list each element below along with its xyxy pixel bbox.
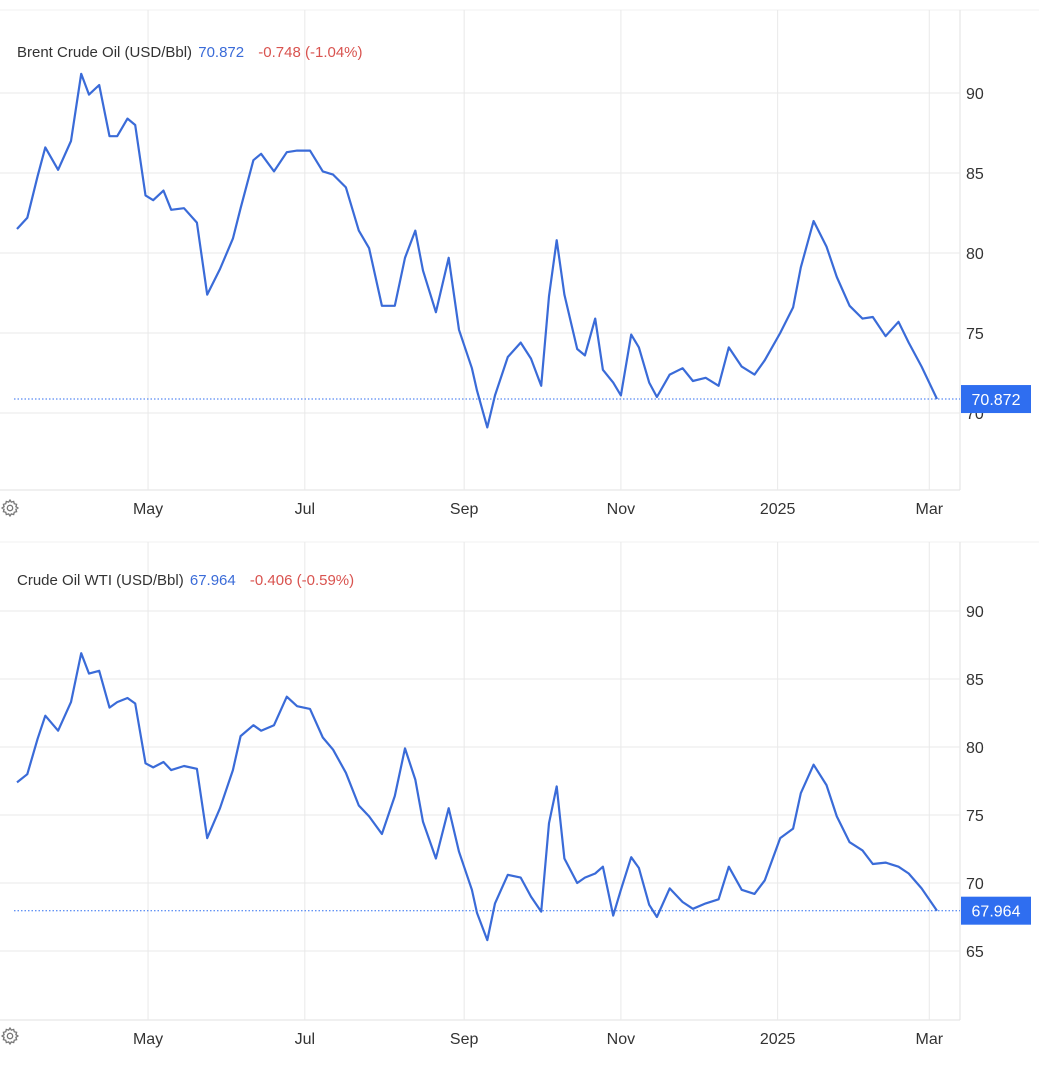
legend-last-value: 70.872 — [198, 44, 245, 61]
y-tick-label: 65 — [966, 944, 984, 961]
series-line — [16, 652, 938, 942]
brent-chart-panel: 90 85 80 75 70 May Jul Sep Nov 2025 Mar 70.872 Bren… — [0, 0, 1039, 522]
y-tick-label: 70 — [966, 876, 984, 893]
x-tick-label: Mar — [916, 501, 944, 518]
gear-icon[interactable] — [0, 498, 20, 518]
x-tick-label: Sep — [450, 1031, 479, 1048]
last-value-badge — [961, 385, 1031, 414]
x-tick-label: May — [133, 1031, 163, 1048]
chart-legend: Brent Crude Oil (USD/Bbl) 70.872 -0.748 … — [17, 44, 363, 61]
wti-chart-panel: 90 85 80 75 70 65 May Jul Sep Nov 2025 Mar 67.964 Cr… — [0, 532, 1039, 1054]
gear-icon[interactable] — [0, 1026, 20, 1046]
x-tick-label: Nov — [607, 1031, 635, 1048]
y-tick-label: 80 — [966, 246, 984, 263]
x-tick-label: Jul — [295, 501, 315, 518]
chart-legend: Crude Oil WTI (USD/Bbl) 67.964 -0.406 (-… — [17, 572, 354, 589]
y-tick-label: 75 — [966, 326, 984, 343]
series-line — [16, 72, 938, 429]
y-tick-label: 85 — [966, 166, 984, 183]
last-value-badge — [961, 896, 1031, 925]
last-value-badge-text: 70.872 — [972, 392, 1021, 409]
x-tick-label: Nov — [607, 501, 635, 518]
legend-name: Crude Oil WTI (USD/Bbl) — [17, 572, 184, 589]
x-tick-label: Sep — [450, 501, 479, 518]
legend-change: -0.748 (-1.04%) — [258, 44, 363, 61]
legend-last-value: 67.964 — [189, 572, 236, 589]
x-tick-label: May — [133, 501, 163, 518]
x-tick-label: 2025 — [760, 501, 796, 518]
x-tick-label: Mar — [916, 1031, 944, 1048]
legend-change: -0.406 (-0.59%) — [249, 572, 355, 589]
x-tick-label: 2025 — [760, 1031, 796, 1048]
last-value-badge-text: 67.964 — [972, 904, 1021, 921]
wti-chart: 90 85 80 75 70 65 May Jul Sep Nov 2025 Mar 67.964 — [0, 541, 1039, 1048]
x-tick-label: Jul — [295, 1031, 315, 1048]
y-tick-label: 75 — [966, 808, 984, 825]
y-tick-label: 90 — [966, 604, 984, 621]
legend-name: Brent Crude Oil (USD/Bbl) — [17, 44, 193, 61]
y-tick-label: 90 — [966, 86, 984, 103]
y-tick-label: 85 — [966, 672, 984, 689]
y-tick-label: 80 — [966, 740, 984, 757]
